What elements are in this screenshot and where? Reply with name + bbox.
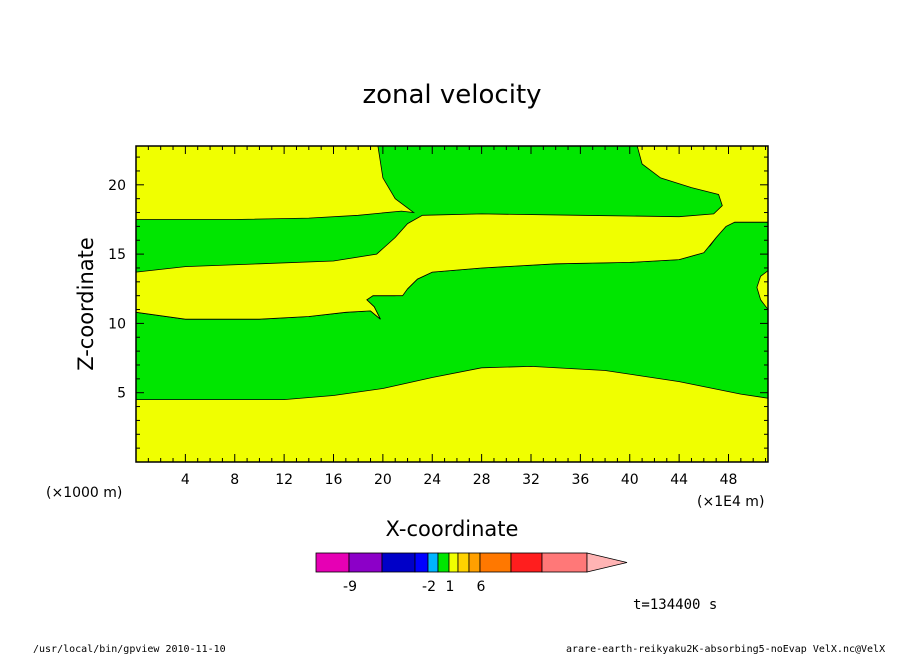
colorbar-arrow	[586, 552, 628, 573]
colorbar-tick-label: 6	[477, 579, 486, 595]
colorbar-segment	[457, 552, 470, 573]
x-tick-label: 32	[522, 472, 540, 488]
x-tick-label: 48	[720, 472, 738, 488]
colorbar	[315, 552, 628, 573]
contour-region-3	[135, 145, 769, 320]
chart-title: zonal velocity	[362, 80, 541, 110]
plot-area	[135, 145, 769, 463]
y-tick-label: 15	[108, 247, 126, 263]
colorbar-segment	[427, 552, 439, 573]
colorbar-tick-label: -2	[422, 579, 436, 595]
x-tick-label: 40	[621, 472, 639, 488]
colorbar-segment	[348, 552, 383, 573]
x-axis-label: X-coordinate	[386, 517, 519, 541]
colorbar-segment	[448, 552, 459, 573]
footer-left: /usr/local/bin/gpview 2010-11-10	[33, 644, 226, 654]
colorbar-segment	[479, 552, 512, 573]
footer-right: arare-earth-reikyaku2K-absorbing5-noEvap…	[566, 644, 885, 654]
y-tick-label: 5	[117, 386, 126, 402]
colorbar-segment	[468, 552, 481, 573]
x-tick-label: 4	[181, 472, 190, 488]
x-tick-label: 44	[670, 472, 688, 488]
x-tick-label: 8	[230, 472, 239, 488]
colorbar-segment	[437, 552, 450, 573]
x-tick-label: 20	[374, 472, 392, 488]
y-unit-label: (×1000 m)	[46, 485, 122, 501]
x-tick-label: 16	[325, 472, 343, 488]
time-label: t=134400 s	[633, 597, 717, 613]
colorbar-segment	[414, 552, 429, 573]
y-axis-label: Z-coordinate	[74, 237, 98, 371]
x-tick-label: 24	[423, 472, 441, 488]
colorbar-tick-label: 1	[446, 579, 455, 595]
x-unit-label: (×1E4 m)	[697, 494, 764, 510]
colorbar-segment	[541, 552, 588, 573]
x-tick-label: 28	[473, 472, 491, 488]
colorbar-segment	[510, 552, 543, 573]
colorbar-segment	[315, 552, 350, 573]
contour-region-4	[135, 145, 416, 220]
colorbar-tick-label: -9	[343, 579, 357, 595]
colorbar-segment	[381, 552, 416, 573]
y-tick-label: 20	[108, 178, 126, 194]
contour-region-1	[135, 365, 769, 463]
y-tick-label: 10	[108, 316, 126, 332]
x-tick-label: 36	[571, 472, 589, 488]
x-tick-label: 12	[275, 472, 293, 488]
plot-frame	[135, 145, 769, 463]
